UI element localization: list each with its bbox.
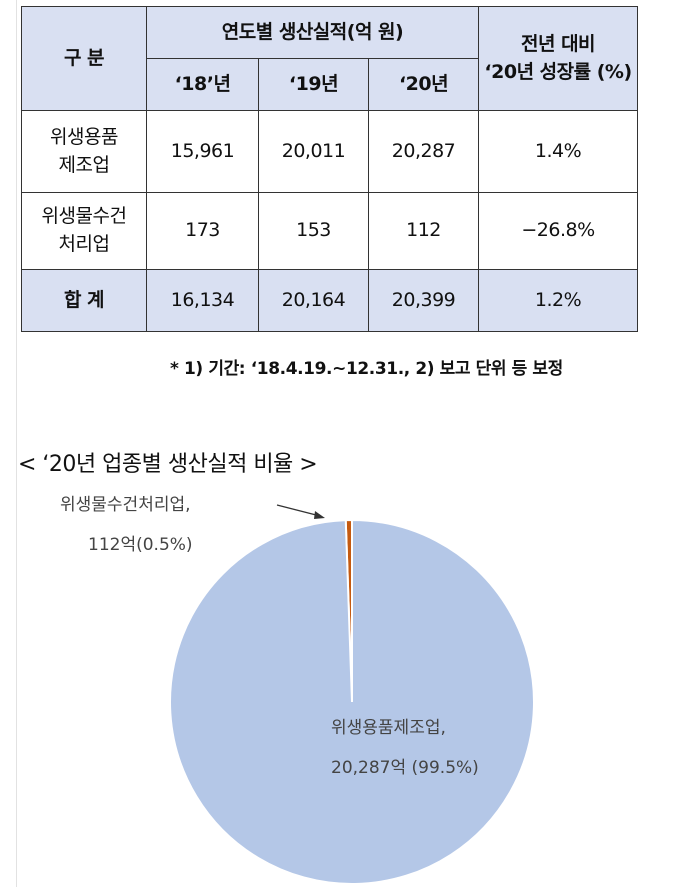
header-year-18: ‘18’년 [146,58,259,111]
page-left-border [16,0,17,887]
header-growth: 전년 대비 ‘20년 성장률 (%) [478,6,639,111]
row-name: 위생용품 제조업 [21,110,147,193]
total-row: 합 계 16,134 20,164 20,399 1.2% [21,269,639,332]
total-y18: 16,134 [146,269,259,332]
total-y19: 20,164 [258,269,369,332]
header-year-19: ‘19년 [258,58,369,111]
pie-chart: 위생물수건처리업, 112억(0.5%) 위생용품제조업, 20,287억 (9… [60,495,535,885]
callout-arrowhead [314,511,325,519]
slice-label-hygiene: 위생용품제조업, [331,718,446,738]
slice-value-towel: 112억(0.5%) [88,535,193,555]
row-name: 위생물수건 처리업 [21,192,147,270]
header-growth-line2: ‘20년 성장률 (%) [484,60,632,83]
header-growth-line1: 전년 대비 [521,32,596,55]
cell-y19: 20,011 [258,110,369,193]
header-year-20: ‘20년 [367,58,480,111]
callout-leader-line [276,504,321,517]
pie-chart-title: < ‘20년 업종별 생산실적 비율 > [18,452,318,477]
total-label: 합 계 [21,269,147,332]
cell-y18: 173 [146,192,259,270]
row-name-line2: 제조업 [58,153,110,176]
cell-y20: 112 [367,192,480,270]
table-row: 위생용품 제조업 15,961 20,011 20,287 1.4% [21,110,639,193]
header-year-group: 연도별 생산실적(억 원) [145,6,480,59]
cell-y18: 15,961 [146,110,259,193]
row-name-line1: 위생물수건 [41,205,127,228]
row-name-line2: 처리업 [58,233,110,255]
table-footnote: * 1) 기간: ‘18.4.19.~12.31., 2) 보고 단위 등 보정 [170,359,563,379]
table-row: 위생물수건 처리업 173 153 112 −26.8% [21,192,639,270]
slice-label-towel: 위생물수건처리업, [60,495,191,515]
pie-slice-hygiene-products [169,518,535,885]
total-y20: 20,399 [367,269,480,332]
header-category: 구 분 [21,6,147,111]
cell-y19: 153 [258,192,369,270]
slice-value-hygiene: 20,287억 (99.5%) [331,758,479,778]
cell-growth: −26.8% [478,192,639,270]
cell-y20: 20,287 [367,110,480,193]
total-growth: 1.2% [478,269,639,332]
row-name-line1: 위생용품 [50,125,118,148]
cell-growth: 1.4% [478,110,639,193]
production-table: 구 분 연도별 생산실적(억 원) 전년 대비 ‘20년 성장률 (%) ‘18… [21,6,639,332]
